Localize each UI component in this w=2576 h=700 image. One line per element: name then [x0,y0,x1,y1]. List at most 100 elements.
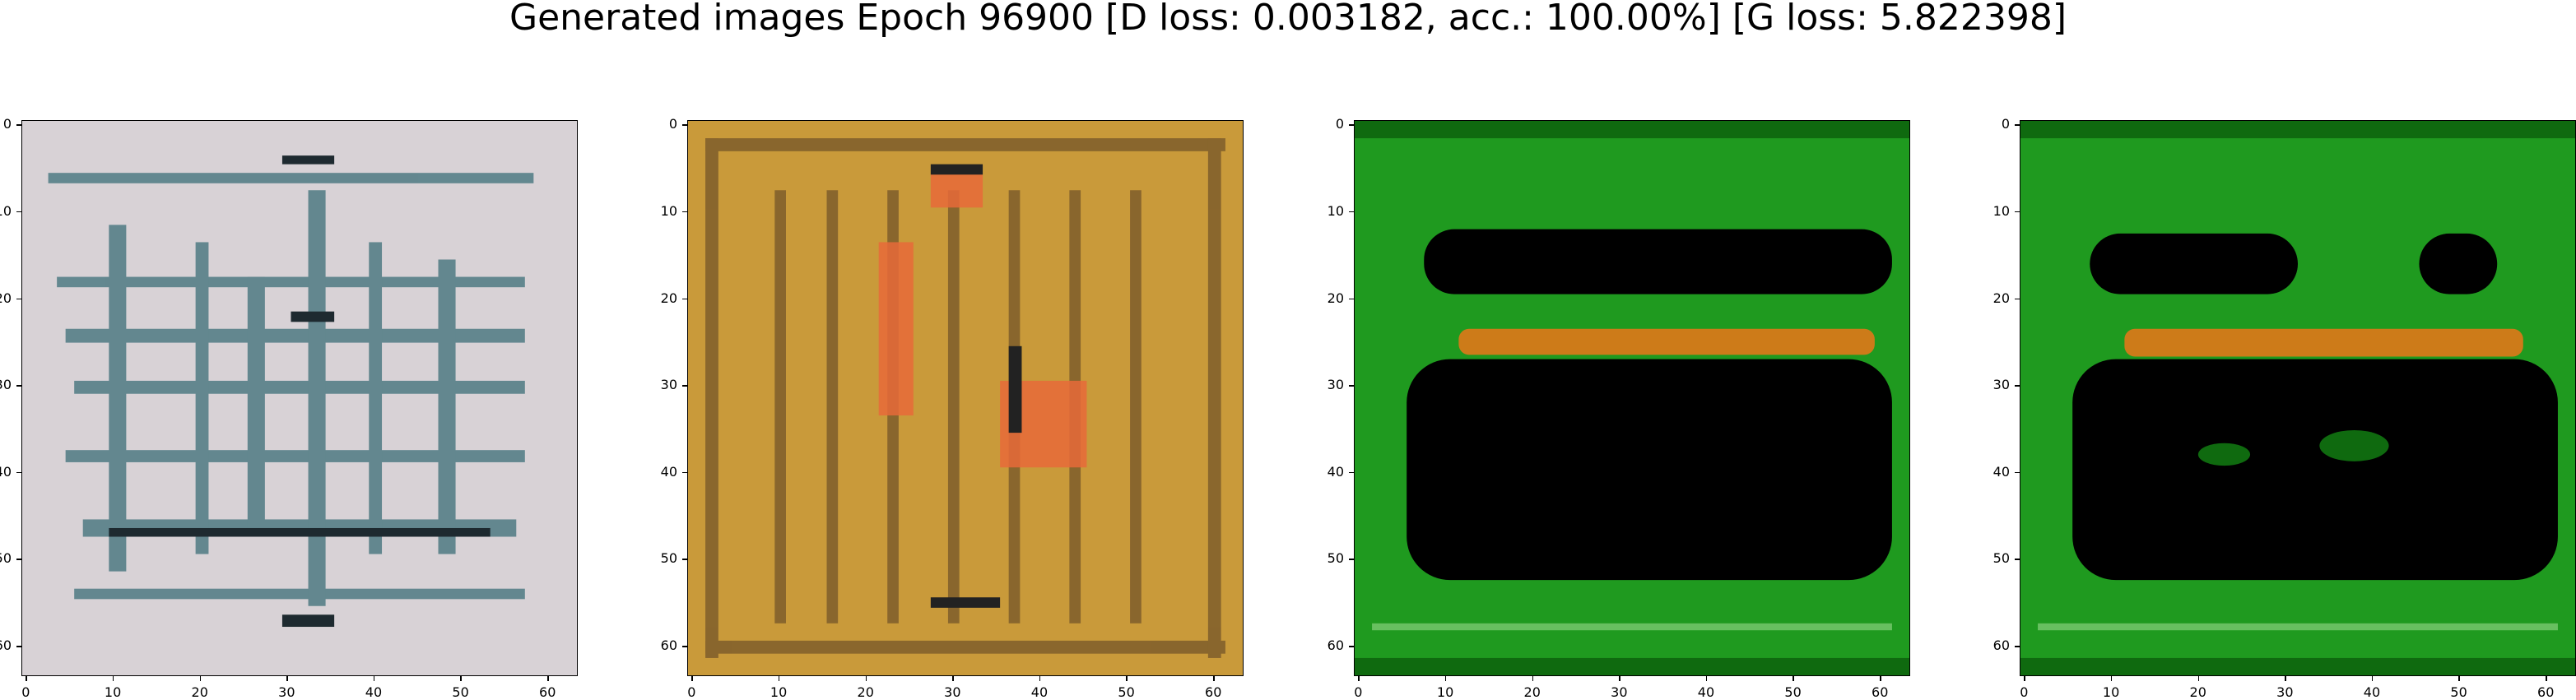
y-tick-mark [2015,559,2020,560]
y-tick-label: 30 [0,377,12,393]
x-tick-label: 60 [1872,684,1889,700]
figure-title: Generated images Epoch 96900 [D loss: 0.… [509,0,2067,39]
y-tick-mark [1349,211,1354,213]
x-tick-label: 60 [2537,684,2555,700]
y-tick-mark [1349,471,1354,474]
image-panel-1: 0 10 20 30 40 50 60 0 10 20 30 40 50 60 [0,118,578,699]
y-tick-mark [2015,471,2020,474]
x-tick-mark [2197,676,2200,681]
y-tick-mark [682,559,687,560]
y-tick-mark [682,124,687,126]
x-tick-label: 0 [687,684,696,700]
x-tick-mark [26,676,27,681]
x-tick-mark [373,676,375,681]
image-plot-3 [1354,120,1910,676]
x-tick-label: 30 [2276,684,2294,700]
x-tick-mark [112,676,114,681]
y-tick-label: 20 [660,290,677,306]
y-tick-mark [1349,646,1354,647]
x-tick-label: 10 [770,684,788,700]
x-tick-label: 40 [365,684,383,700]
y-tick-mark [16,385,21,387]
y-tick-mark [1349,124,1354,126]
x-tick-label: 30 [944,684,961,700]
image-panel-4: 0 10 20 30 40 50 60 0 10 20 30 40 50 60 [1993,118,2576,699]
x-tick-label: 50 [1118,684,1135,700]
x-tick-mark [199,676,202,681]
y-tick-label: 30 [1992,377,2010,393]
y-tick-label: 10 [1992,202,2010,219]
y-tick-mark [2015,298,2020,300]
x-tick-label: 20 [857,684,874,700]
x-tick-mark [2024,676,2025,681]
image-panel-2: 0 10 20 30 40 50 60 0 10 20 30 40 50 60 [661,118,1244,699]
y-tick-label: 30 [1327,377,1344,393]
x-tick-mark [865,676,867,681]
y-tick-label: 0 [2001,116,2010,132]
generated-image-4 [2020,121,2575,675]
x-tick-mark [460,676,462,681]
y-tick-mark [16,559,21,560]
y-tick-mark [1349,385,1354,387]
y-tick-label: 40 [1327,463,1344,480]
x-tick-label: 20 [191,684,208,700]
y-tick-label: 40 [1992,463,2010,480]
x-tick-label: 60 [1205,684,1222,700]
x-tick-label: 0 [1354,684,1363,700]
generated-image-1 [22,121,577,675]
x-tick-label: 50 [1784,684,1802,700]
x-tick-label: 30 [278,684,295,700]
y-tick-mark [682,471,687,474]
x-tick-label: 10 [2102,684,2120,700]
x-tick-mark [1444,676,1447,681]
generated-image-2 [688,121,1243,675]
x-tick-mark [691,676,693,681]
x-tick-mark [778,676,780,681]
image-plot-2 [687,120,1244,676]
y-tick-label: 60 [660,637,677,654]
x-tick-label: 50 [2450,684,2467,700]
y-tick-mark [682,298,687,300]
y-tick-mark [16,124,21,126]
y-tick-label: 40 [660,463,677,480]
x-tick-label: 60 [539,684,556,700]
y-tick-mark [16,298,21,300]
x-tick-mark [952,676,954,681]
y-tick-mark [2015,385,2020,387]
image-plot-4 [2020,120,2576,676]
x-tick-label: 20 [1523,684,1541,700]
x-tick-mark [1213,676,1215,681]
y-tick-label: 60 [1992,637,2010,654]
x-tick-label: 10 [104,684,122,700]
y-tick-label: 60 [1327,637,1344,654]
y-tick-label: 50 [1992,550,2010,567]
x-tick-label: 40 [1030,684,1049,700]
y-tick-mark [682,211,687,213]
y-tick-label: 0 [2,116,12,132]
generated-image-3 [1355,121,1909,675]
x-tick-label: 40 [1697,684,1715,700]
x-tick-mark [1619,676,1620,681]
y-tick-mark [682,385,687,387]
x-tick-label: 10 [1436,684,1454,700]
x-tick-mark [1705,676,1708,681]
y-tick-label: 20 [1992,290,2010,306]
y-tick-label: 60 [0,637,12,654]
image-panel-3: 0 10 20 30 40 50 60 0 10 20 30 40 50 60 [1328,118,1910,699]
y-tick-mark [16,471,21,474]
x-tick-mark [2458,676,2460,681]
y-tick-label: 30 [660,377,677,393]
y-tick-label: 10 [0,202,12,219]
y-tick-label: 0 [1335,116,1344,132]
x-tick-mark [2546,676,2547,681]
y-tick-label: 40 [0,463,12,480]
y-tick-label: 50 [1327,550,1344,567]
y-tick-label: 50 [0,550,12,567]
y-tick-mark [2015,124,2020,126]
y-tick-label: 20 [0,290,12,306]
y-tick-label: 10 [660,202,677,219]
y-tick-label: 50 [660,550,677,567]
y-tick-label: 10 [1327,202,1344,219]
x-tick-label: 0 [21,684,30,700]
x-tick-mark [1793,676,1794,681]
